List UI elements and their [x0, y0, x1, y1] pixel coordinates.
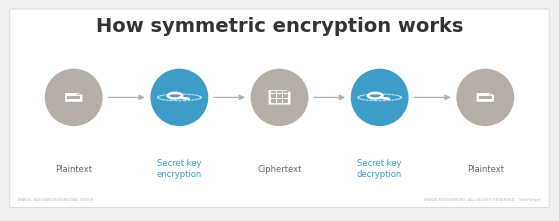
Ellipse shape: [250, 69, 309, 126]
Bar: [67, 100, 80, 101]
Bar: [283, 101, 288, 103]
Bar: [277, 94, 282, 96]
Bar: [271, 94, 276, 96]
Bar: [479, 97, 492, 98]
Text: Secret key
encryption: Secret key encryption: [157, 159, 202, 179]
Bar: [283, 91, 288, 93]
Bar: [277, 101, 282, 103]
Text: IMAGE TECHTARGET. ALL RIGHTS RESERVED.  TechTarget: IMAGE TECHTARGET. ALL RIGHTS RESERVED. T…: [424, 198, 541, 202]
Polygon shape: [77, 93, 82, 95]
Text: Secret key
decryption: Secret key decryption: [357, 159, 402, 179]
Bar: [277, 91, 282, 93]
FancyBboxPatch shape: [10, 9, 549, 208]
Ellipse shape: [45, 69, 103, 126]
Bar: [283, 96, 288, 98]
Bar: [283, 99, 288, 101]
Bar: [67, 97, 80, 98]
Polygon shape: [477, 93, 494, 102]
Bar: [271, 101, 276, 103]
Polygon shape: [287, 90, 291, 92]
Ellipse shape: [350, 69, 409, 126]
Bar: [479, 100, 492, 101]
Polygon shape: [65, 93, 82, 102]
Bar: [67, 96, 80, 97]
Text: Plaintext: Plaintext: [55, 165, 92, 174]
Ellipse shape: [150, 69, 209, 126]
Ellipse shape: [456, 69, 514, 126]
Bar: [277, 96, 282, 98]
Polygon shape: [268, 90, 291, 105]
Text: IMAGE: ALEXANDROS/ADOBE STOCK: IMAGE: ALEXANDROS/ADOBE STOCK: [18, 198, 93, 202]
Polygon shape: [489, 93, 494, 95]
Text: Ciphertext: Ciphertext: [257, 165, 302, 174]
Bar: [271, 91, 276, 93]
Text: Plaintext: Plaintext: [467, 165, 504, 174]
Bar: [283, 94, 288, 96]
Bar: [271, 96, 276, 98]
Bar: [479, 96, 492, 97]
Text: How symmetric encryption works: How symmetric encryption works: [96, 17, 463, 36]
Bar: [277, 99, 282, 101]
Bar: [271, 99, 276, 101]
